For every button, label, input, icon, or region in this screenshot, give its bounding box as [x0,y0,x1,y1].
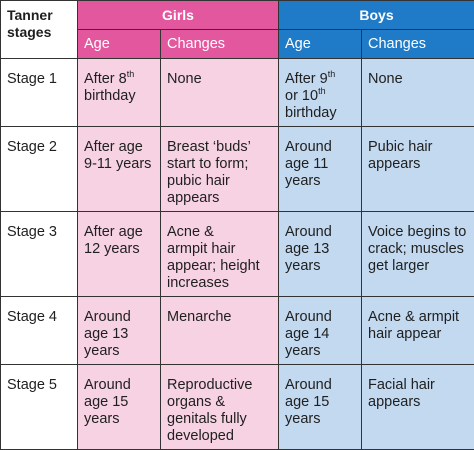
tanner-stages-label: Tanner stages [7,7,71,41]
girls-changes-cell: Acne & armpit hair appear; height increa… [161,212,279,297]
girls-changes-header: Changes [161,30,279,59]
stage-cell: Stage 2 [1,127,78,212]
girls-age-ordinal: th [127,69,135,79]
girls-changes-text: Menarche [167,309,272,326]
boys-age-text: Around age 15 years [285,377,355,428]
boys-age-part: or 10 [285,88,318,104]
girls-age-text: Around age 15 years [84,377,154,428]
girls-age-cell: Around age 15 years [78,365,161,450]
girls-header: Girls [78,1,279,30]
boys-age-cell: Around age 14 years [279,297,362,365]
boys-age-ordinal: th [328,69,336,79]
girls-age-text: After age 9-11 years [84,139,154,173]
girls-changes-cell: Menarche [161,297,279,365]
table-row-stage-5: Stage 5 Around age 15 years Reproductive… [1,365,474,450]
boys-changes-cell: Facial hair appears [362,365,474,450]
table-row-stage-4: Stage 4 Around age 13 years Menarche Aro… [1,297,474,365]
boys-age-text: Around age 11 years [285,139,355,190]
boys-age-text: After 9th or 10th birthday [285,71,355,122]
boys-age-text: Around age 14 years [285,309,355,360]
girls-age-part: birthday [84,88,136,104]
table-row-stage-3: Stage 3 After age 12 years Acne & armpit… [1,212,474,297]
boys-changes-text: Facial hair appears [368,377,468,411]
girls-age-cell: Around age 13 years [78,297,161,365]
boys-age-ordinal: th [318,86,326,96]
boys-age-header: Age [279,30,362,59]
boys-age-cell: Around age 13 years [279,212,362,297]
boys-changes-text: Pubic hair appears [368,139,468,173]
stage-cell: Stage 1 [1,59,78,127]
boys-age-cell: Around age 11 years [279,127,362,212]
girls-changes-cell: Reproductive organs & genitals fully dev… [161,365,279,450]
table-row-stage-2: Stage 2 After age 9-11 years Breast ‘bud… [1,127,474,212]
girls-changes-text: None [167,71,272,88]
girls-age-cell: After 8th birthday [78,59,161,127]
girls-changes-text: Acne & armpit hair appear; height increa… [167,224,272,292]
girls-changes-cell: Breast ‘buds’ start to form; pubic hair … [161,127,279,212]
girls-changes-text: Reproductive organs & genitals fully dev… [167,377,272,445]
boys-changes-header: Changes [362,30,474,59]
stage-label: Stage 5 [7,377,71,394]
girls-age-part: After 8 [84,71,127,87]
boys-changes-cell: Voice begins to crack; muscles get large… [362,212,474,297]
boys-changes-text: Voice begins to crack; muscles get large… [368,224,468,275]
stage-label: Stage 4 [7,309,71,326]
girls-age-header: Age [78,30,161,59]
stage-cell: Stage 3 [1,212,78,297]
boys-age-part: After 9 [285,71,328,87]
girls-age-text: After age 12 years [84,224,154,258]
boys-changes-text: Acne & armpit hair appear [368,309,468,343]
stage-cell: Stage 5 [1,365,78,450]
stage-cell: Stage 4 [1,297,78,365]
boys-changes-cell: Pubic hair appears [362,127,474,212]
stage-label: Stage 3 [7,224,71,241]
tanner-stages-header: Tanner stages [1,1,78,59]
girls-age-text: After 8th birthday [84,71,154,105]
boys-age-cell: After 9th or 10th birthday [279,59,362,127]
boys-changes-cell: Acne & armpit hair appear [362,297,474,365]
boys-changes-text: None [368,71,468,88]
table-row-stage-1: Stage 1 After 8th birthday None After 9t… [1,59,474,127]
stage-label: Stage 1 [7,71,71,88]
boys-age-cell: Around age 15 years [279,365,362,450]
girls-changes-text: Breast ‘buds’ start to form; pubic hair … [167,139,272,207]
girls-age-text: Around age 13 years [84,309,154,360]
girls-age-cell: After age 12 years [78,212,161,297]
stage-label: Stage 2 [7,139,71,156]
boys-header: Boys [279,1,474,30]
girls-changes-cell: None [161,59,279,127]
girls-age-cell: After age 9-11 years [78,127,161,212]
boys-changes-cell: None [362,59,474,127]
boys-age-text: Around age 13 years [285,224,355,275]
boys-age-part: birthday [285,105,337,121]
